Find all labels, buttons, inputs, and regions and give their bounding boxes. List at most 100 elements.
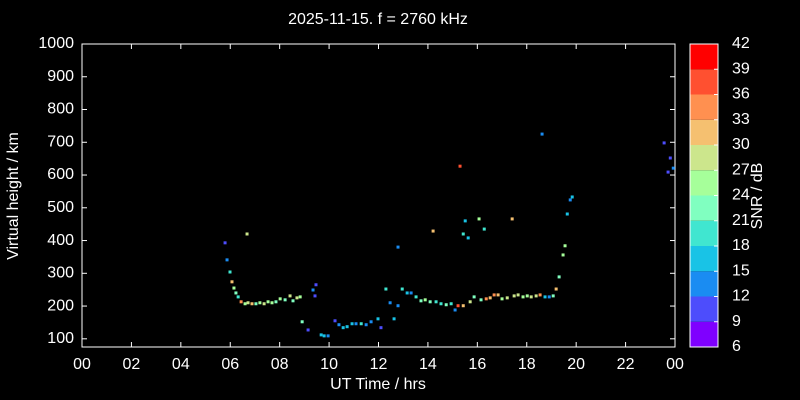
data-point xyxy=(322,334,326,338)
data-point xyxy=(345,325,349,329)
data-point xyxy=(500,297,504,301)
data-point xyxy=(270,301,274,305)
data-point xyxy=(295,296,299,300)
colorbar-tick-label: 24 xyxy=(732,187,750,204)
colorbar-band xyxy=(690,170,718,196)
data-point xyxy=(250,302,254,306)
data-point xyxy=(333,319,337,323)
data-point xyxy=(428,300,432,304)
y-tick-label: 200 xyxy=(47,297,74,314)
data-point xyxy=(496,293,500,297)
data-point xyxy=(479,298,483,302)
y-tick-label: 400 xyxy=(47,232,74,249)
data-point xyxy=(319,333,323,337)
data-point xyxy=(529,295,533,299)
y-tick-label: 700 xyxy=(47,133,74,150)
data-point xyxy=(258,301,262,305)
colorbar-label: SNR / dB xyxy=(749,163,766,230)
colorbar-band xyxy=(690,220,718,246)
y-tick-label: 800 xyxy=(47,101,74,118)
colorbar-tick-label: 30 xyxy=(732,136,750,153)
colorbar-tick-label: 18 xyxy=(732,237,750,254)
data-point xyxy=(463,219,467,223)
data-point xyxy=(468,300,472,304)
colorbar-band xyxy=(690,321,718,347)
y-tick-label: 300 xyxy=(47,265,74,282)
data-point xyxy=(671,166,675,170)
colorbar-band xyxy=(690,69,718,95)
x-tick-label: 10 xyxy=(320,356,338,373)
data-point xyxy=(354,322,358,326)
data-point xyxy=(266,300,270,304)
data-point xyxy=(230,280,234,284)
colorbar-band xyxy=(690,94,718,120)
x-tick-label: 14 xyxy=(419,356,437,373)
data-point xyxy=(449,302,453,306)
data-point xyxy=(477,217,481,221)
data-point xyxy=(223,241,227,245)
y-tick-label: 600 xyxy=(47,166,74,183)
data-point xyxy=(232,286,236,290)
colorbar-tick-label: 33 xyxy=(732,111,750,128)
x-tick-label: 16 xyxy=(468,356,486,373)
data-point xyxy=(565,212,569,216)
data-point xyxy=(245,232,249,236)
data-point xyxy=(326,334,330,338)
data-point xyxy=(563,244,567,248)
data-point xyxy=(516,293,520,297)
x-tick-label: 02 xyxy=(123,356,141,373)
x-tick-label: 00 xyxy=(666,356,684,373)
data-point xyxy=(314,283,318,287)
data-point xyxy=(492,293,496,297)
data-point xyxy=(434,300,438,304)
colorbar-band xyxy=(690,296,718,322)
y-tick-label: 1000 xyxy=(38,35,74,52)
data-point xyxy=(521,295,525,299)
data-point xyxy=(278,297,282,301)
data-point xyxy=(384,287,388,291)
data-point xyxy=(472,295,476,299)
data-point xyxy=(444,303,448,307)
data-point xyxy=(568,198,572,202)
data-point xyxy=(405,291,409,295)
data-point xyxy=(246,301,250,305)
data-point xyxy=(505,296,509,300)
colorbar-band xyxy=(690,119,718,145)
data-point xyxy=(461,304,465,308)
data-point xyxy=(461,232,465,236)
data-point xyxy=(239,300,243,304)
data-point xyxy=(400,287,404,291)
data-point xyxy=(534,294,538,298)
colorbar-band xyxy=(690,195,718,221)
data-point xyxy=(431,229,435,233)
data-point xyxy=(538,293,542,297)
data-point xyxy=(274,300,278,304)
x-tick-label: 22 xyxy=(617,356,635,373)
data-point xyxy=(234,291,238,295)
data-point xyxy=(291,299,295,303)
data-point xyxy=(456,304,460,308)
data-point xyxy=(298,295,302,299)
data-point xyxy=(662,141,666,145)
colorbar-tick-label: 42 xyxy=(732,35,750,52)
data-point xyxy=(543,295,547,299)
y-axis-label: Virtual height / km xyxy=(5,132,22,260)
x-tick-label: 12 xyxy=(370,356,388,373)
data-point xyxy=(396,245,400,249)
y-tick-label: 900 xyxy=(47,68,74,85)
x-tick-label: 20 xyxy=(567,356,585,373)
data-point xyxy=(350,322,354,326)
x-tick-label: 08 xyxy=(271,356,289,373)
data-point xyxy=(254,302,258,306)
data-point xyxy=(561,253,565,257)
x-tick-label: 18 xyxy=(518,356,536,373)
colorbar-band xyxy=(690,246,718,272)
data-point xyxy=(300,320,304,324)
data-point xyxy=(668,156,672,160)
data-point xyxy=(547,295,551,299)
data-point xyxy=(540,132,544,136)
data-point xyxy=(288,294,292,298)
data-point xyxy=(364,323,368,327)
colorbar-band xyxy=(690,44,718,70)
